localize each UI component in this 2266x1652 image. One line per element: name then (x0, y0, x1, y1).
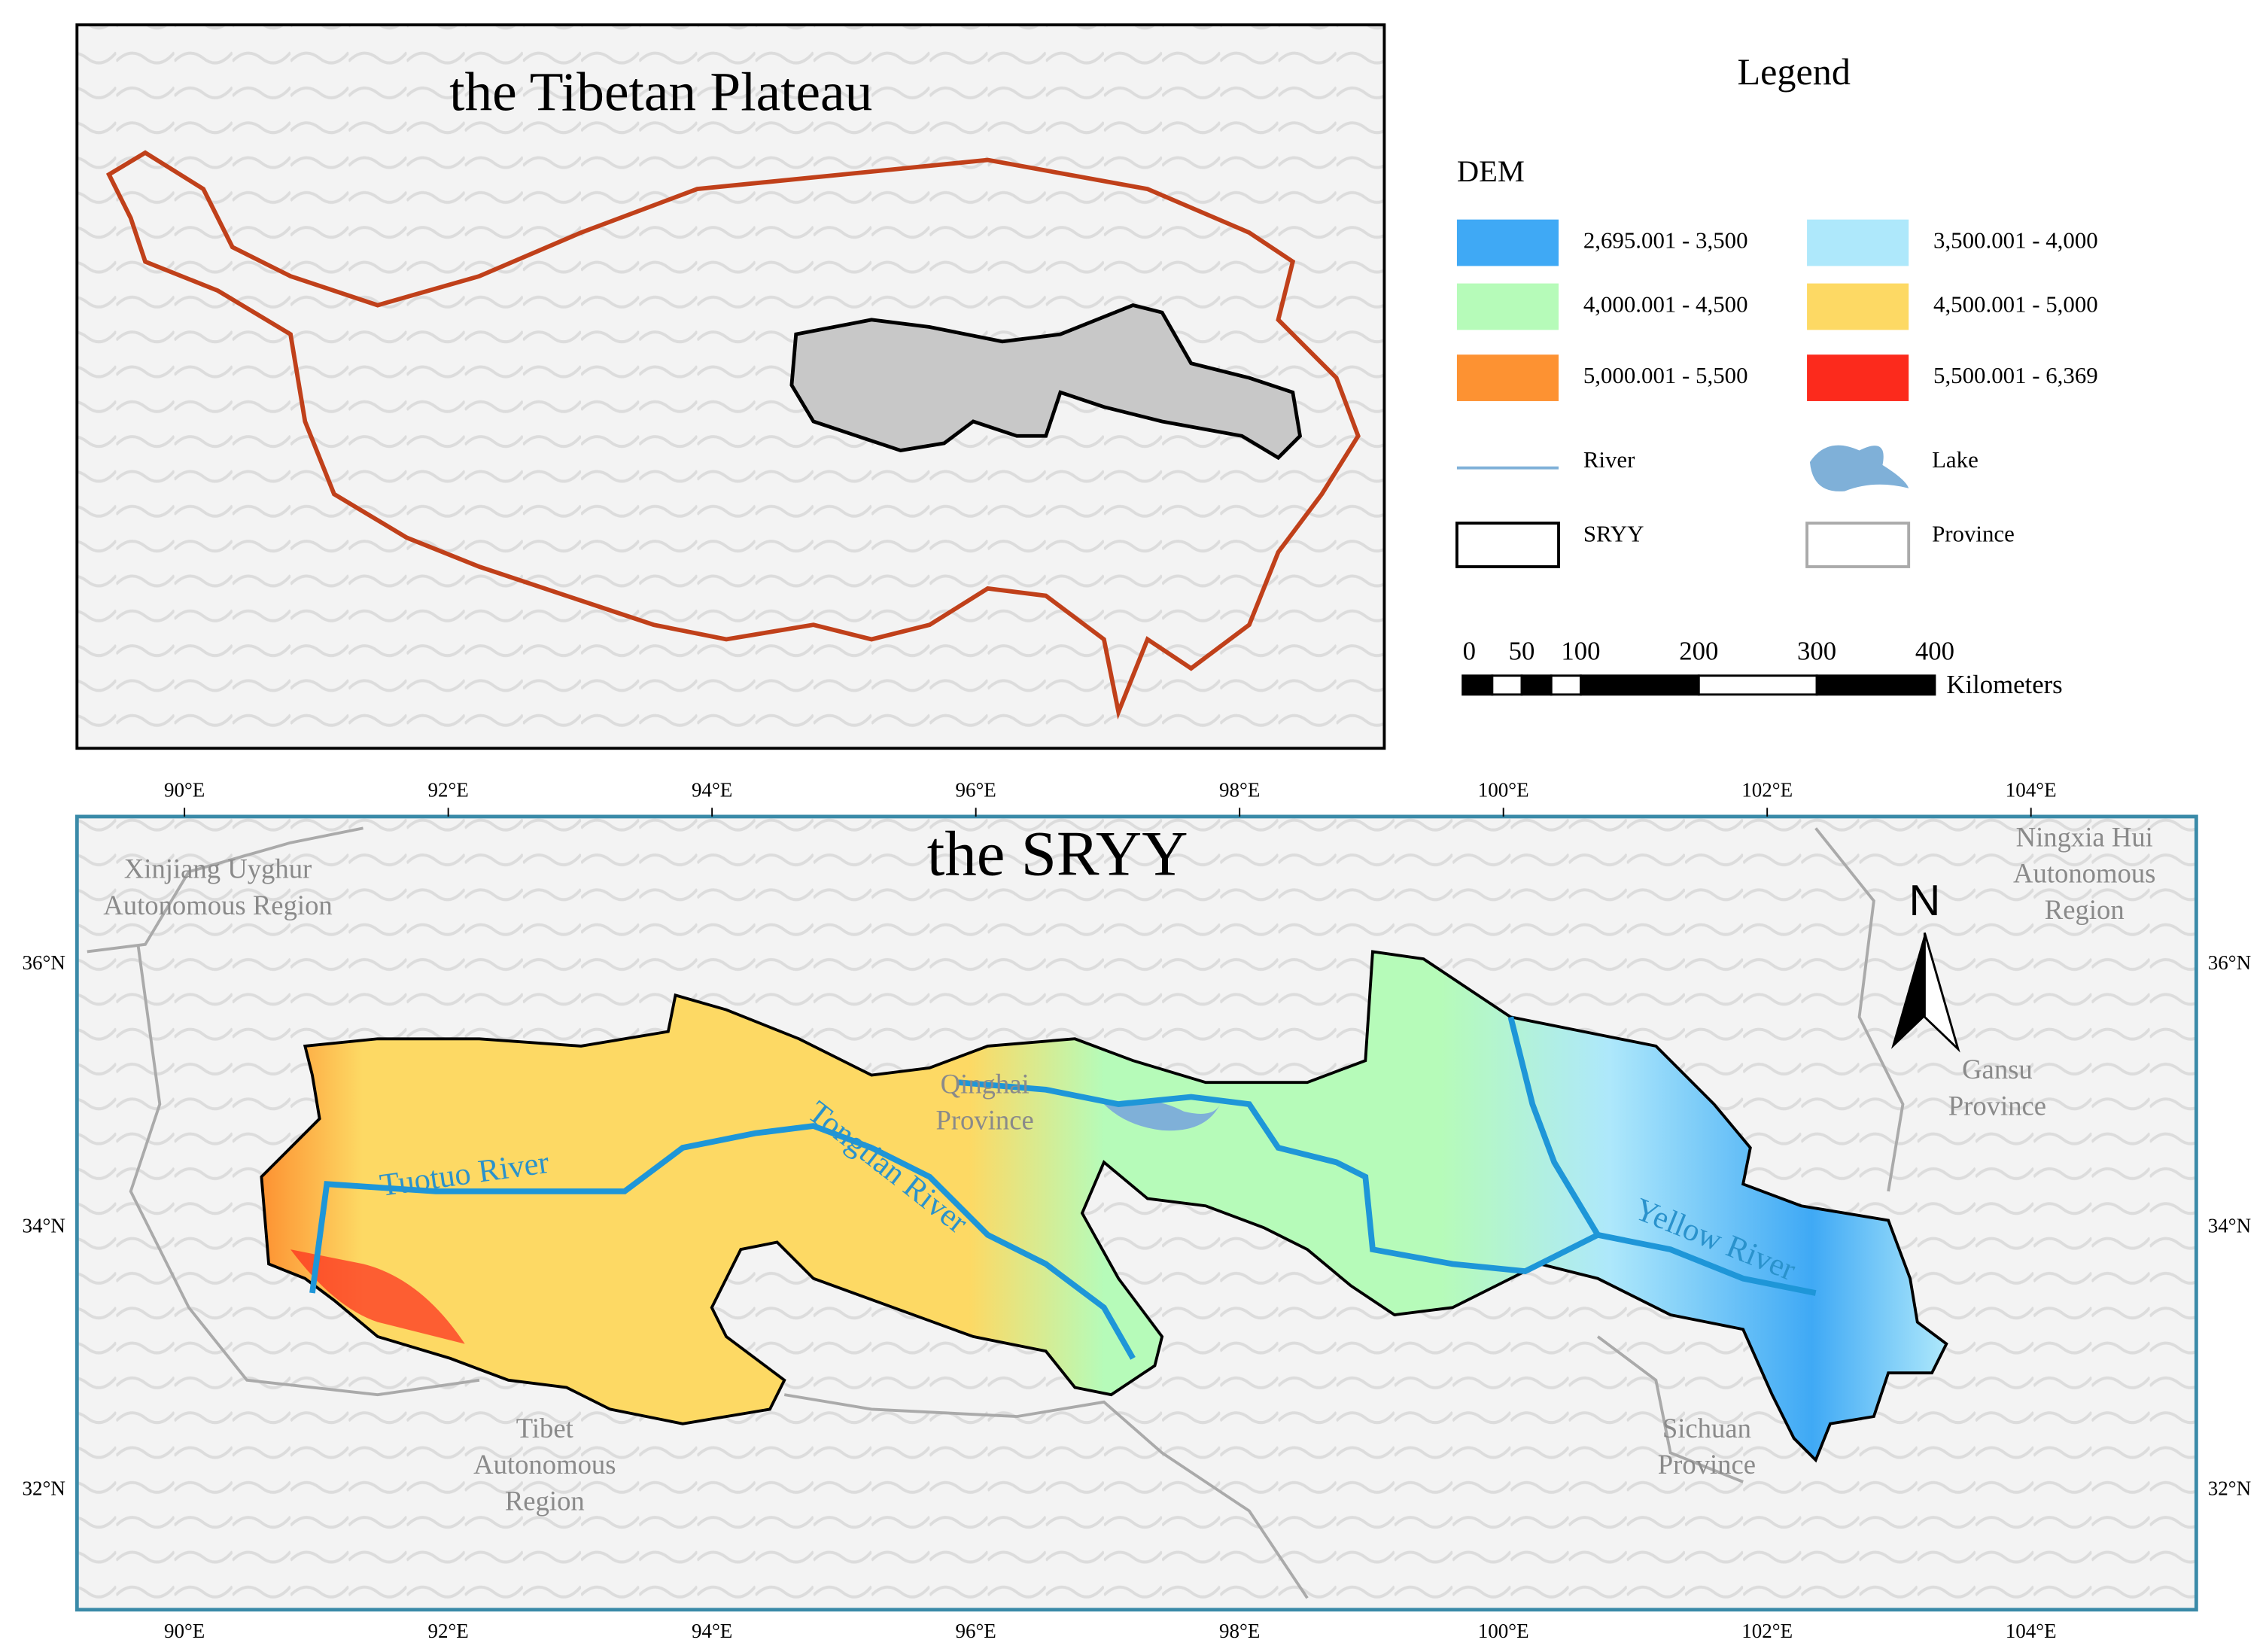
scale-bar-segment (1550, 674, 1582, 696)
province-boundaries (87, 826, 1905, 1599)
dem-label: 4,000.001 - 4,500 (1583, 291, 1748, 318)
scale-unit: Kilometers (1946, 670, 2062, 699)
longitude-label: 100°E (1478, 778, 1529, 801)
legend-province-symbol (1805, 522, 1911, 568)
top-map-title: the Tibetan Plateau (449, 61, 872, 122)
legend-item-label: SRYY (1583, 521, 1644, 547)
longitude-label: 100°E (1478, 1620, 1529, 1642)
place-label: Province (1948, 1090, 2046, 1121)
river-main (958, 1079, 1817, 1296)
longitude-label: 94°E (692, 778, 732, 801)
place-label: Province (1658, 1449, 1756, 1480)
longitude-label: 102°E (1741, 1620, 1793, 1642)
dem-swatch (1456, 354, 1559, 401)
river-main (309, 1123, 1136, 1360)
longitude-label: 90°E (164, 1620, 205, 1642)
scale-tick-label: 100 (1561, 637, 1600, 666)
latitude-label: 32°N (2208, 1477, 2251, 1500)
place-label: Province (935, 1105, 1033, 1136)
place-label: Region (505, 1485, 585, 1516)
latitude-label: 32°N (23, 1477, 65, 1500)
north-label: N (1909, 877, 1941, 925)
place-label: Xinjiang Uyghur (124, 853, 312, 884)
dem-title: DEM (1457, 154, 1525, 188)
scale-tick-label: 400 (1915, 637, 1954, 666)
longitude-label: 94°E (692, 1620, 732, 1642)
place-label: Tibet (516, 1413, 573, 1444)
longitude-label: 98°E (1219, 778, 1260, 801)
longitude-label: 92°E (427, 1620, 468, 1642)
legend-item-label: Lake (1932, 446, 1979, 473)
latitude-label: 36°N (23, 951, 65, 974)
scale-bar-segment (1580, 674, 1700, 696)
scale-bar-segment (1491, 674, 1523, 696)
scale-tick-label: 50 (1509, 637, 1535, 666)
dem-swatch (1807, 219, 1909, 266)
longitude-label: 104°E (2006, 778, 2057, 801)
scale-bar-segment (1520, 674, 1553, 696)
longitude-label: 92°E (427, 778, 468, 801)
high-elevation-zone (290, 1249, 465, 1344)
longitude-label: 98°E (1219, 1620, 1260, 1642)
bottom-map-title: the SRYY (927, 818, 1188, 889)
dem-label: 2,695.001 - 3,500 (1583, 227, 1748, 254)
legend: Legend DEM River Lake SRYY Province Kilo… (1455, 50, 2063, 699)
dem-label: 5,000.001 - 5,500 (1583, 362, 1748, 388)
river-main (1507, 1016, 1601, 1237)
scale-bar-segment (1461, 674, 1494, 696)
longitude-label: 96°E (955, 778, 996, 801)
province-boundary (87, 826, 363, 954)
dem-swatch (1456, 219, 1559, 266)
dem-label: 3,500.001 - 4,000 (1933, 227, 2098, 254)
legend-title: Legend (1737, 50, 1850, 93)
place-label: Autonomous (473, 1449, 616, 1480)
province-boundary (1596, 1335, 1744, 1483)
province-boundary (783, 1393, 1309, 1599)
sryy-outline-top (789, 303, 1303, 461)
dem-swatch (1456, 283, 1559, 330)
dem-swatch (1807, 354, 1909, 401)
place-label: Gansu (1962, 1054, 2033, 1085)
bottom-map-frame (75, 814, 2198, 1612)
province-boundary (129, 944, 480, 1397)
longitude-label: 90°E (164, 778, 205, 801)
legend-lake-symbol (1809, 445, 1909, 491)
place-label: Qinghai (941, 1068, 1030, 1099)
legend-sryy-symbol (1455, 522, 1560, 568)
scale-bar-segment (1697, 674, 1818, 696)
latitude-label: 36°N (2208, 951, 2251, 974)
legend-item-label: Province (1932, 521, 2015, 547)
province-boundary (1814, 827, 1905, 1192)
longitude-label: 102°E (1741, 778, 1793, 801)
longitude-label: 96°E (955, 1620, 996, 1642)
lake (1103, 1100, 1221, 1131)
scale-tick-label: 200 (1679, 637, 1718, 666)
latitude-label: 34°N (23, 1214, 65, 1237)
dem-label: 5,500.001 - 6,369 (1933, 362, 2098, 388)
scale-bar-segment (1815, 674, 1936, 696)
tibetan-plateau-outline (105, 150, 1361, 720)
longitude-label: 104°E (2006, 1620, 2057, 1642)
place-label: Ningxia Hui (2016, 821, 2153, 852)
place-label: Region (2045, 894, 2125, 925)
place-label: Sichuan (1662, 1413, 1751, 1444)
scale-tick-label: 300 (1797, 637, 1836, 666)
dem-label: 4,500.001 - 5,000 (1933, 291, 2098, 318)
dem-swatch (1807, 283, 1909, 330)
latitude-label: 34°N (2208, 1214, 2251, 1237)
legend-item-label: River (1583, 446, 1635, 473)
place-label: Autonomous Region (103, 890, 332, 920)
place-label: Autonomous (2013, 858, 2155, 889)
scale-tick-label: 0 (1463, 637, 1476, 666)
